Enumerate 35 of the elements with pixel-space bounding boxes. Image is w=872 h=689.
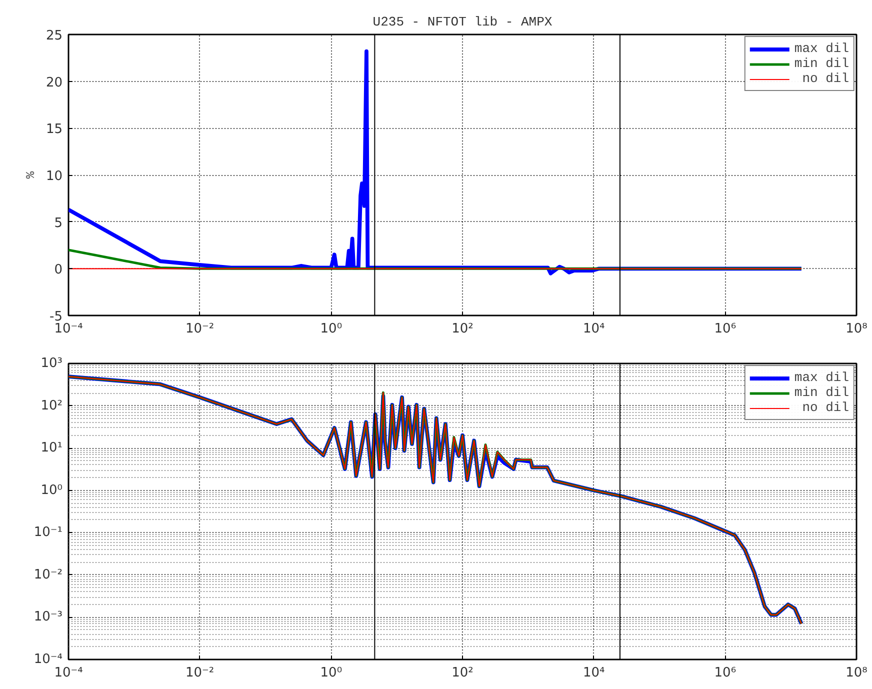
y-tick-label: 10⁻³	[34, 610, 63, 625]
y-tick-label: 15	[46, 122, 63, 138]
y-tick-label: 10	[46, 169, 63, 184]
y-tick-label: 0	[54, 262, 63, 278]
x-tick-label: 10⁻²	[186, 322, 214, 336]
legend-label: min dil	[794, 56, 849, 71]
legend-label: max dil	[794, 370, 849, 385]
x-tick-label: 10⁰	[320, 322, 342, 336]
y-tick-label: 10⁻¹	[34, 525, 63, 540]
x-tick-label: 10⁶	[714, 322, 736, 336]
y-tick-label: 10⁰	[40, 482, 63, 498]
y-tick-label: 25	[46, 28, 63, 44]
x-tick-label: 10⁴	[582, 322, 605, 336]
y-tick-label: -5	[50, 310, 63, 324]
legend-label: max dil	[794, 41, 849, 56]
legend-label: min dil	[794, 385, 849, 400]
y-tick-label: 5	[54, 216, 63, 231]
x-tick-label: 10²	[452, 666, 474, 680]
x-tick-label: 10⁸	[846, 322, 868, 336]
x-tick-label: 10²	[452, 322, 474, 336]
x-tick-label: 10⁸	[846, 666, 868, 680]
y-tick-label: 10⁻⁴	[34, 652, 63, 667]
chart-title: U235 - NFTOT lib - AMPX	[372, 14, 552, 30]
x-tick-label: 10⁰	[320, 666, 342, 680]
y-tick-label: 10²	[40, 398, 63, 414]
y-tick-label: 10¹	[40, 440, 63, 456]
y-axis-title: %	[24, 170, 38, 179]
x-tick-label: 10⁴	[582, 666, 605, 680]
y-tick-label: 20	[46, 75, 63, 90]
legend-label: no dil	[801, 400, 849, 415]
y-tick-label: 10³	[40, 356, 63, 371]
x-tick-label: 10⁶	[714, 666, 736, 680]
y-tick-label: 10⁻²	[34, 567, 63, 582]
legend-label: no dil	[801, 71, 849, 86]
x-tick-label: 10⁻²	[186, 666, 214, 680]
